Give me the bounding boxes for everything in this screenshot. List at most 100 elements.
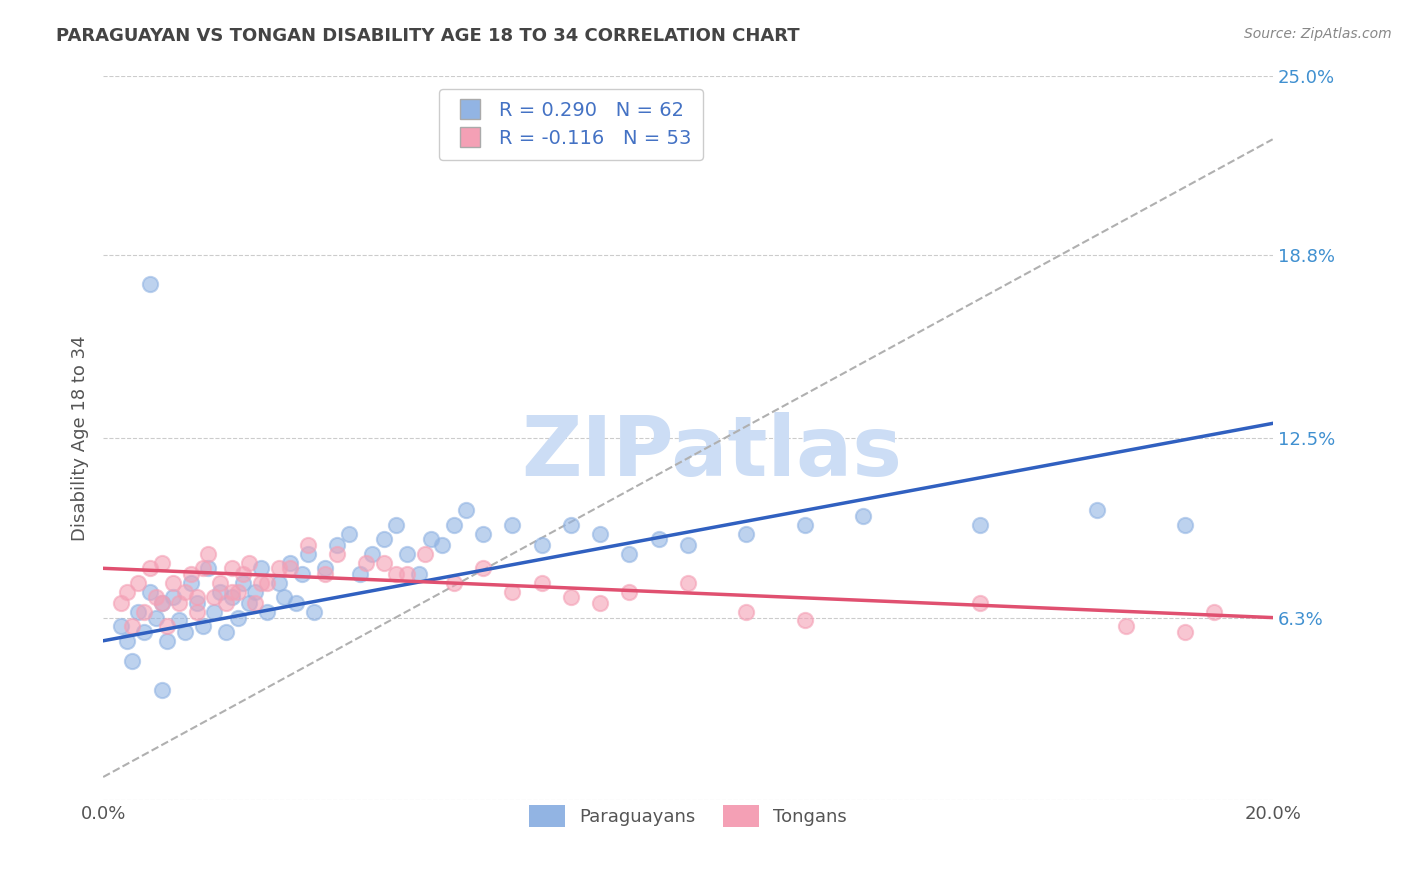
- Point: [186, 596, 208, 610]
- Point: [267, 575, 290, 590]
- Point: [285, 596, 308, 610]
- Point: [145, 591, 167, 605]
- Point: [560, 591, 582, 605]
- Point: [278, 556, 301, 570]
- Point: [314, 561, 336, 575]
- Point: [326, 547, 349, 561]
- Point: [215, 625, 238, 640]
- Point: [472, 526, 495, 541]
- Text: ZIPatlas: ZIPatlas: [520, 412, 901, 493]
- Point: [186, 591, 208, 605]
- Point: [349, 567, 371, 582]
- Point: [1174, 517, 1197, 532]
- Point: [250, 561, 273, 575]
- Point: [793, 517, 815, 532]
- Point: [191, 619, 214, 633]
- Point: [619, 584, 641, 599]
- Point: [373, 556, 395, 570]
- Point: [115, 633, 138, 648]
- Point: [560, 517, 582, 532]
- Point: [326, 538, 349, 552]
- Point: [297, 538, 319, 552]
- Point: [619, 547, 641, 561]
- Point: [209, 575, 232, 590]
- Legend: Paraguayans, Tongans: Paraguayans, Tongans: [522, 798, 855, 835]
- Point: [167, 614, 190, 628]
- Point: [215, 596, 238, 610]
- Point: [174, 584, 197, 599]
- Point: [267, 561, 290, 575]
- Point: [162, 575, 184, 590]
- Point: [314, 567, 336, 582]
- Point: [139, 584, 162, 599]
- Point: [132, 605, 155, 619]
- Point: [115, 584, 138, 599]
- Point: [232, 575, 254, 590]
- Point: [396, 547, 419, 561]
- Point: [501, 517, 523, 532]
- Point: [132, 625, 155, 640]
- Text: PARAGUAYAN VS TONGAN DISABILITY AGE 18 TO 34 CORRELATION CHART: PARAGUAYAN VS TONGAN DISABILITY AGE 18 T…: [56, 27, 800, 45]
- Point: [384, 567, 406, 582]
- Point: [238, 596, 260, 610]
- Point: [174, 625, 197, 640]
- Point: [1115, 619, 1137, 633]
- Point: [121, 619, 143, 633]
- Point: [384, 517, 406, 532]
- Point: [180, 575, 202, 590]
- Point: [793, 614, 815, 628]
- Point: [110, 619, 132, 633]
- Point: [191, 561, 214, 575]
- Point: [278, 561, 301, 575]
- Point: [238, 556, 260, 570]
- Point: [530, 538, 553, 552]
- Point: [145, 610, 167, 624]
- Point: [291, 567, 314, 582]
- Point: [139, 561, 162, 575]
- Point: [186, 605, 208, 619]
- Point: [202, 591, 225, 605]
- Point: [361, 547, 384, 561]
- Point: [150, 556, 173, 570]
- Point: [443, 575, 465, 590]
- Point: [530, 575, 553, 590]
- Point: [197, 561, 219, 575]
- Point: [139, 277, 162, 292]
- Point: [180, 567, 202, 582]
- Point: [121, 654, 143, 668]
- Point: [735, 526, 758, 541]
- Point: [413, 547, 436, 561]
- Point: [226, 584, 249, 599]
- Point: [156, 633, 179, 648]
- Point: [243, 596, 266, 610]
- Point: [150, 596, 173, 610]
- Point: [150, 683, 173, 698]
- Point: [969, 596, 991, 610]
- Point: [454, 503, 477, 517]
- Point: [676, 538, 699, 552]
- Point: [127, 605, 149, 619]
- Point: [589, 526, 612, 541]
- Point: [250, 575, 273, 590]
- Point: [1204, 605, 1226, 619]
- Point: [202, 605, 225, 619]
- Point: [589, 596, 612, 610]
- Point: [256, 605, 278, 619]
- Point: [156, 619, 179, 633]
- Point: [127, 575, 149, 590]
- Point: [396, 567, 419, 582]
- Point: [110, 596, 132, 610]
- Point: [162, 591, 184, 605]
- Point: [432, 538, 454, 552]
- Point: [735, 605, 758, 619]
- Point: [408, 567, 430, 582]
- Point: [443, 517, 465, 532]
- Point: [150, 596, 173, 610]
- Point: [1085, 503, 1108, 517]
- Point: [676, 575, 699, 590]
- Point: [337, 526, 360, 541]
- Point: [297, 547, 319, 561]
- Point: [501, 584, 523, 599]
- Point: [221, 591, 243, 605]
- Point: [273, 591, 295, 605]
